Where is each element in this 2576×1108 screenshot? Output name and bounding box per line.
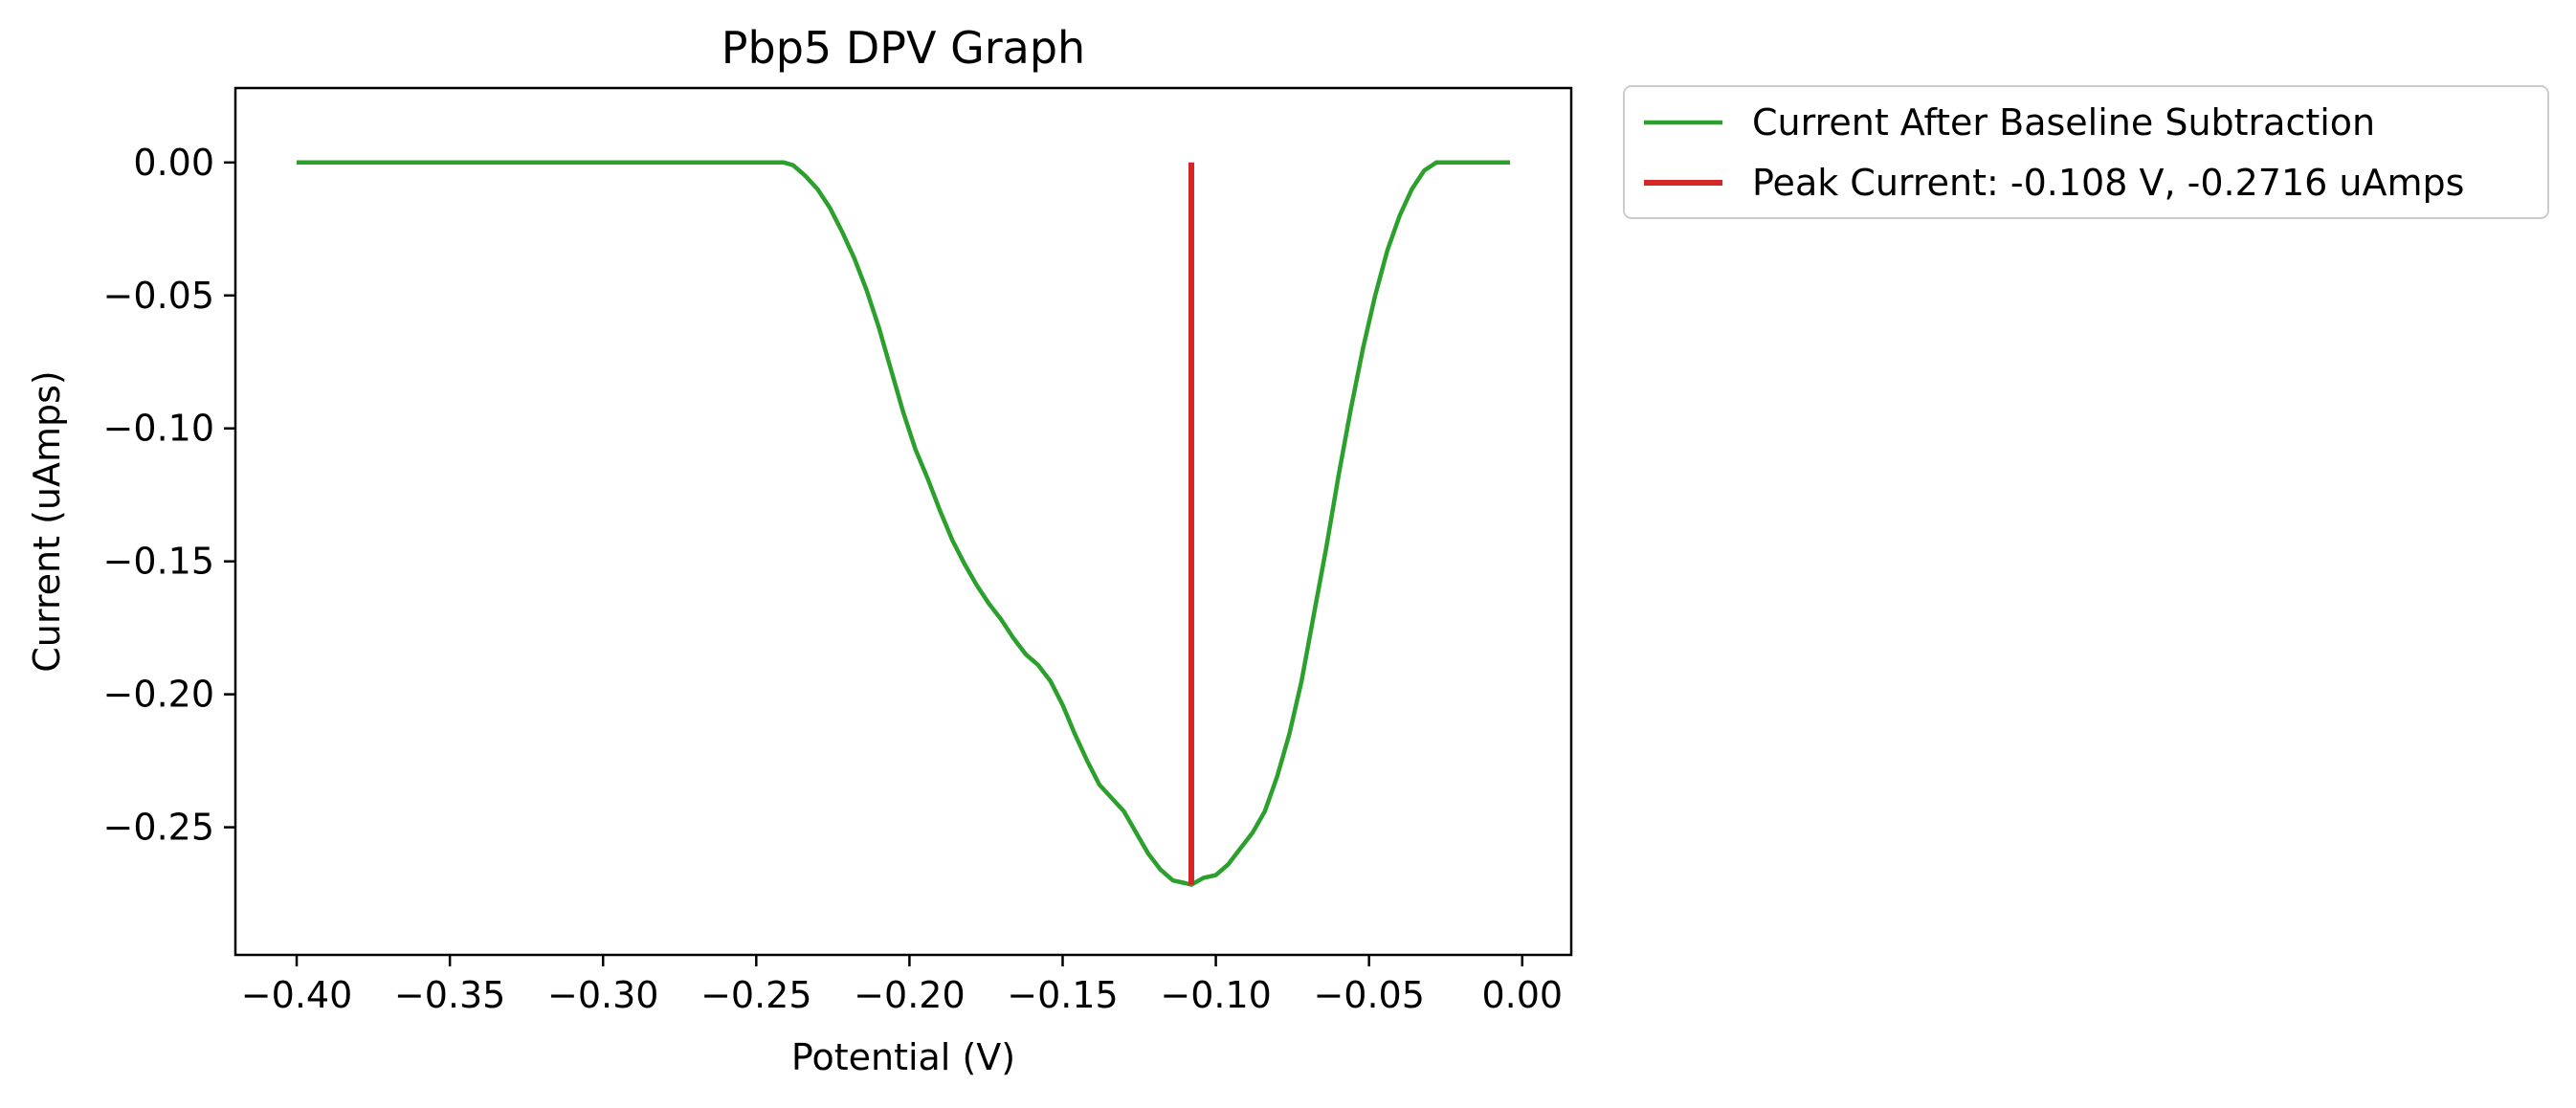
chart-title: Pbp5 DPV Graph — [722, 22, 1085, 74]
y-tick-label: −0.25 — [103, 807, 214, 849]
x-tick-label: −0.15 — [1007, 974, 1118, 1016]
y-axis-label: Current (uAmps) — [26, 370, 68, 672]
x-tick-label: −0.20 — [854, 974, 965, 1016]
legend-label-peak: Peak Current: -0.108 V, -0.2716 uAmps — [1752, 162, 2464, 204]
x-tick-label: −0.35 — [394, 974, 505, 1016]
legend: Current After Baseline Subtraction Peak … — [1623, 85, 2549, 219]
y-tick-label: −0.10 — [103, 408, 214, 450]
x-axis-label: Potential (V) — [791, 1036, 1015, 1078]
series-layer — [297, 160, 1510, 887]
x-tick-label: −0.30 — [547, 974, 658, 1016]
y-tick-label: −0.20 — [103, 674, 214, 716]
x-tick-label: −0.40 — [241, 974, 352, 1016]
legend-frame — [1623, 85, 2549, 219]
plot-area: −0.40 −0.35 −0.30 −0.25 −0.20 −0.15 −0.10 −0.05… — [103, 86, 1573, 1016]
x-tick-label: 0.00 — [1481, 974, 1563, 1016]
y-tick-label: −0.05 — [103, 275, 214, 317]
plot-frame — [233, 86, 1573, 957]
x-axis-ticks: −0.40 −0.35 −0.30 −0.25 −0.20 −0.15 −0.10 −0.05… — [241, 955, 1563, 1016]
x-tick-label: −0.05 — [1313, 974, 1424, 1016]
y-axis-ticks: 0.00 −0.05 −0.10 −0.15 −0.20 −0.25 — [103, 142, 235, 849]
series-line-current — [297, 160, 1510, 887]
x-tick-label: −0.25 — [700, 974, 811, 1016]
y-tick-label: −0.15 — [103, 541, 214, 583]
legend-label-current: Current After Baseline Subtraction — [1752, 101, 2375, 144]
x-tick-label: −0.10 — [1160, 974, 1271, 1016]
y-tick-label: 0.00 — [133, 142, 214, 184]
